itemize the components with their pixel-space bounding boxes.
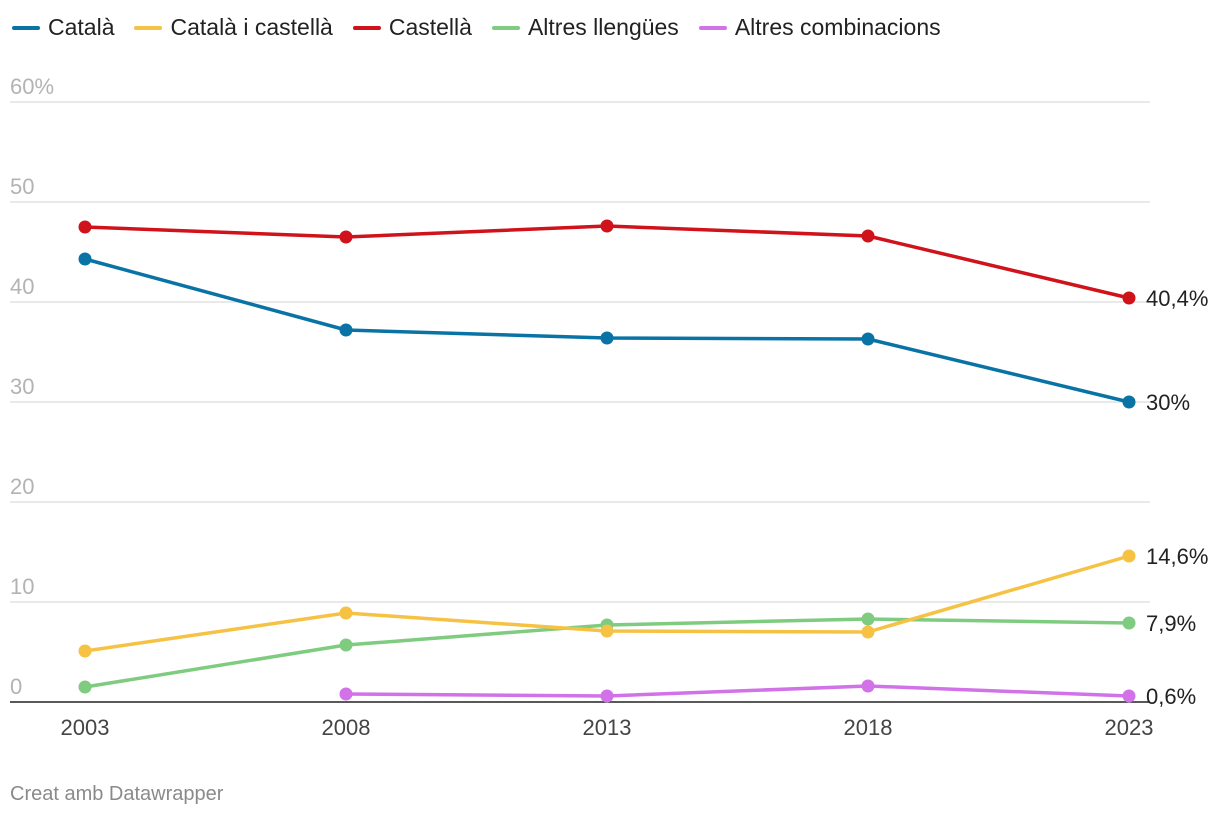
legend-label: Català i castellà	[170, 14, 333, 40]
data-point	[1122, 291, 1136, 305]
series-line	[83, 224, 1131, 300]
legend-swatch	[698, 25, 727, 30]
x-tick-label: 2003	[61, 715, 110, 740]
end-value-label: 14,6%	[1146, 544, 1208, 569]
y-tick-label: 60%	[10, 74, 54, 99]
legend-swatch	[352, 25, 381, 30]
y-tick-label: 40	[10, 274, 34, 299]
legend-swatch	[134, 25, 163, 30]
legend: Català Català i castellà Castellà Altres ll…	[12, 14, 941, 41]
data-point	[339, 230, 353, 244]
data-point	[600, 689, 614, 703]
data-point	[78, 252, 92, 266]
data-point	[861, 625, 875, 639]
data-point	[861, 612, 875, 626]
series-line	[83, 257, 1131, 404]
legend-item: Altres combinacions	[698, 14, 941, 41]
x-tick-label: 2018	[844, 715, 893, 740]
y-tick-label: 50	[10, 174, 34, 199]
legend-swatch	[12, 25, 40, 30]
legend-label: Català	[48, 14, 115, 40]
x-tick-label: 2008	[322, 715, 371, 740]
end-value-label: 0,6%	[1146, 684, 1196, 709]
data-point	[861, 332, 875, 346]
data-point	[600, 624, 614, 638]
y-tick-label: 30	[10, 374, 34, 399]
legend-label: Altres llengües	[527, 14, 679, 40]
data-point	[1122, 616, 1136, 630]
footer-credit: Creat amb Datawrapper	[10, 783, 224, 805]
legend-swatch	[491, 25, 520, 30]
legend-item: Castellà	[352, 14, 472, 41]
data-point	[339, 687, 353, 701]
end-value-label: 7,9%	[1146, 611, 1196, 636]
y-tick-label: 10	[10, 574, 34, 599]
data-point	[600, 331, 614, 345]
legend-item: Català i castellà	[134, 14, 333, 41]
legend-label: Altres combinacions	[734, 14, 941, 40]
legend-label: Castellà	[388, 14, 472, 40]
data-point	[861, 229, 875, 243]
y-tick-label: 0	[10, 674, 22, 699]
x-tick-label: 2023	[1105, 715, 1154, 740]
data-point	[78, 680, 92, 694]
x-tick-label: 2013	[583, 715, 632, 740]
legend-item: Altres llengües	[491, 14, 679, 41]
legend-item: Català	[12, 14, 114, 41]
data-point	[339, 323, 353, 337]
data-point	[339, 606, 353, 620]
data-point	[1122, 689, 1136, 703]
y-tick-label: 20	[10, 474, 34, 499]
data-point	[1122, 549, 1136, 563]
series-line	[344, 684, 1131, 698]
data-point	[861, 679, 875, 693]
data-point	[78, 644, 92, 658]
data-point	[339, 638, 353, 652]
data-point	[600, 219, 614, 233]
end-value-label: 30%	[1146, 390, 1190, 415]
end-value-label: 40,4%	[1146, 286, 1208, 311]
data-point	[78, 220, 92, 234]
data-point	[1122, 395, 1136, 409]
